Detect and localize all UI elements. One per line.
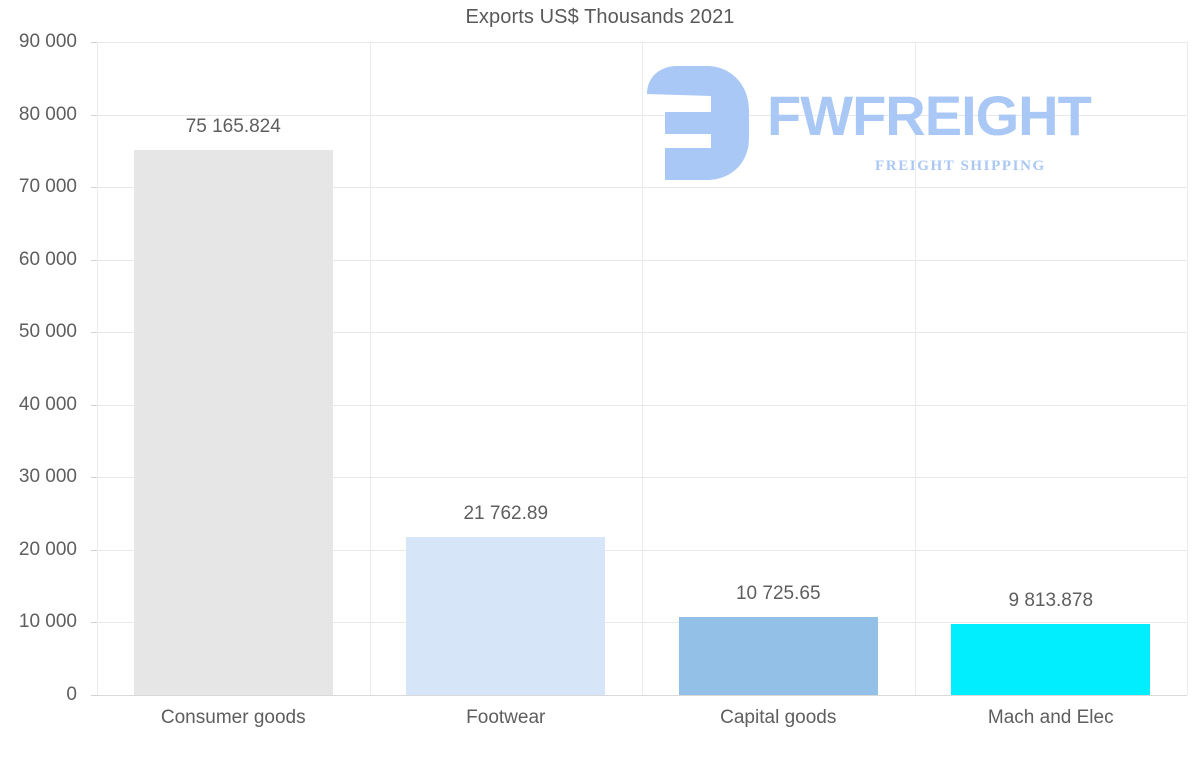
bar-value-label: 9 813.878: [1008, 589, 1094, 611]
x-axis-category-label: Consumer goods: [160, 707, 306, 728]
y-tick-mark: [91, 332, 97, 334]
y-tick-mark: [91, 259, 97, 261]
y-tick-mark: [91, 114, 97, 116]
y-gridline: [97, 695, 1187, 696]
bar-value-label: 10 725.65: [735, 583, 821, 605]
x-gridline: [97, 42, 98, 695]
y-axis-tick-label: 90 000: [18, 31, 77, 52]
y-tick-mark: [91, 477, 97, 479]
bar-value-label: 21 762.89: [463, 503, 549, 525]
y-axis-tick-label: 40 000: [18, 393, 77, 415]
y-tick-mark: [91, 404, 97, 406]
x-gridline: [370, 42, 371, 695]
bar[interactable]: [133, 149, 333, 695]
x-gridline: [915, 42, 916, 695]
bar-value-label: 75 165.824: [185, 115, 281, 137]
bar[interactable]: [406, 537, 606, 695]
x-axis-category-label: Mach and Elec: [987, 707, 1114, 728]
y-tick-mark: [91, 549, 97, 551]
bar[interactable]: [951, 623, 1151, 695]
y-axis-tick-label: 30 000: [18, 466, 77, 488]
x-axis-category-label: Capital goods: [720, 707, 837, 728]
y-tick-mark: [91, 42, 97, 43]
chart-title: Exports US$ Thousands 2021: [465, 6, 735, 28]
x-gridline: [642, 42, 643, 695]
x-axis-category-label: Footwear: [466, 707, 546, 728]
y-axis-tick-label: 10 000: [18, 611, 77, 633]
y-axis-tick-label: 80 000: [18, 103, 77, 125]
y-axis-tick-label: 70 000: [18, 176, 77, 198]
y-tick-mark: [91, 622, 97, 624]
y-axis-tick-label: 60 000: [18, 248, 77, 270]
y-axis-tick-label: 20 000: [18, 538, 77, 560]
bar[interactable]: [678, 617, 878, 695]
plot-area: 0 10 000 20 000 30 000 40 000 50 000 60 000 70 …: [19, 31, 1188, 728]
y-axis-tick-label: 50 000: [18, 321, 77, 343]
x-gridline: [1187, 42, 1188, 695]
y-tick-mark: [91, 695, 97, 696]
y-axis-tick-label: 0: [66, 684, 77, 705]
y-tick-mark: [91, 187, 97, 189]
